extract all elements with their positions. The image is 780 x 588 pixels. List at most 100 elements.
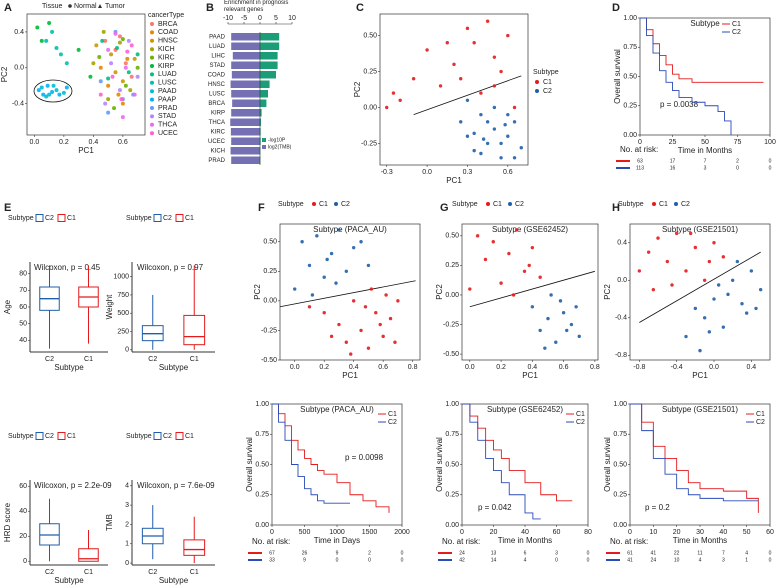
survival-curve [272, 403, 350, 504]
legend-key [674, 202, 678, 206]
point [740, 302, 744, 306]
point [363, 305, 368, 309]
point [116, 92, 121, 97]
point [322, 310, 326, 315]
legend-label: Tumor [105, 3, 126, 10]
bar [231, 61, 260, 69]
bar [260, 61, 278, 69]
risk-count: 26 [302, 550, 308, 556]
chart-title: Subtype (GSE62452) [487, 405, 563, 414]
point [120, 37, 125, 42]
legend-key [150, 38, 154, 43]
chart-title: Subtype (PACA_AU) [313, 225, 387, 234]
x-tick-label: 0.6 [118, 139, 128, 146]
legend-label: log2(TMB) [268, 144, 292, 150]
point [113, 70, 118, 75]
point [315, 234, 319, 238]
point [39, 85, 44, 90]
y-tick-label: 4 [125, 483, 129, 490]
point [47, 92, 52, 97]
y-tick-label: THCA [209, 120, 225, 126]
y-axis-label: TMB [105, 514, 114, 531]
x-tick-label: C1 [190, 356, 199, 363]
point [468, 287, 472, 291]
bar [260, 99, 267, 107]
y-tick-label: 0.25 [623, 103, 637, 110]
point [726, 292, 730, 297]
point [702, 278, 707, 282]
point [506, 112, 510, 117]
bar [260, 52, 278, 60]
x-axis-label: Time in Months [498, 536, 552, 545]
y-tick-label: 0.75 [613, 431, 627, 438]
annotation: p = 0.0038 [660, 100, 699, 109]
point [54, 88, 59, 93]
y-tick-label: 40 [19, 508, 27, 515]
risk-count: 3 [555, 550, 558, 556]
point [351, 245, 356, 250]
y-tick-label: 50 [19, 321, 27, 328]
legend-label: C2 [341, 201, 350, 208]
point [485, 120, 490, 124]
point [44, 94, 49, 99]
point [135, 52, 140, 57]
legend-key [35, 214, 44, 222]
bar [231, 109, 260, 117]
point [707, 330, 712, 334]
x-tick-label: C2 [148, 569, 157, 576]
x-tick-label: 40 [719, 529, 727, 536]
legend-label: -log10P [268, 137, 286, 143]
point [47, 20, 52, 25]
risk-count: 4 [745, 550, 748, 556]
x-tick-label: C1 [84, 356, 93, 363]
point [561, 310, 566, 315]
point [577, 334, 581, 339]
risk-count: 9 [303, 557, 306, 563]
point [57, 92, 62, 97]
y-tick-label: 0.25 [613, 492, 627, 499]
y-tick-label: KICH [211, 148, 225, 154]
point [670, 283, 674, 287]
point [549, 293, 553, 297]
x-tick-label: 0 [638, 139, 642, 146]
legend-key [175, 432, 184, 440]
point [109, 61, 114, 66]
y-tick-label: 1.00 [255, 401, 269, 408]
point [512, 156, 517, 160]
risk-count: 4 [699, 557, 702, 563]
point [712, 241, 716, 245]
legend-label: C1 [67, 433, 76, 440]
point [91, 61, 96, 66]
point [519, 146, 523, 150]
point [300, 240, 304, 244]
legend-label: C1 [388, 411, 397, 418]
annotation: Wilcoxon, p = 7.6e-09 [137, 481, 215, 490]
point [123, 83, 128, 88]
x-axis-label: PC1 [78, 146, 94, 155]
point [391, 91, 396, 95]
y-tick-label: 2 [125, 521, 129, 528]
legend-label: C2 [543, 88, 552, 95]
y-tick-label: 1.00 [623, 15, 637, 22]
y-tick-label: LIHC [211, 53, 225, 59]
y-tick-label: PAAD [209, 34, 226, 40]
chart-title: Subtype (GSE21501) [662, 405, 738, 414]
annotation: Wilcoxon, p = 0.45 [34, 263, 101, 272]
legend-key [35, 432, 44, 440]
point [754, 306, 758, 311]
point [688, 231, 693, 236]
bar [232, 99, 260, 107]
x-tick-label: 1500 [362, 529, 378, 536]
point [492, 127, 497, 131]
annotation: p = 0.0098 [345, 453, 384, 462]
risk-count: 6 [524, 550, 527, 556]
bar [260, 137, 261, 145]
y-tick-label: COAD [208, 72, 226, 78]
y-tick-label: PRAD [208, 158, 225, 164]
y-tick-label: 0.25 [445, 262, 459, 269]
point [132, 56, 137, 61]
y-tick-label: 1 [125, 541, 129, 548]
legend-key [98, 4, 102, 8]
point [100, 38, 105, 43]
